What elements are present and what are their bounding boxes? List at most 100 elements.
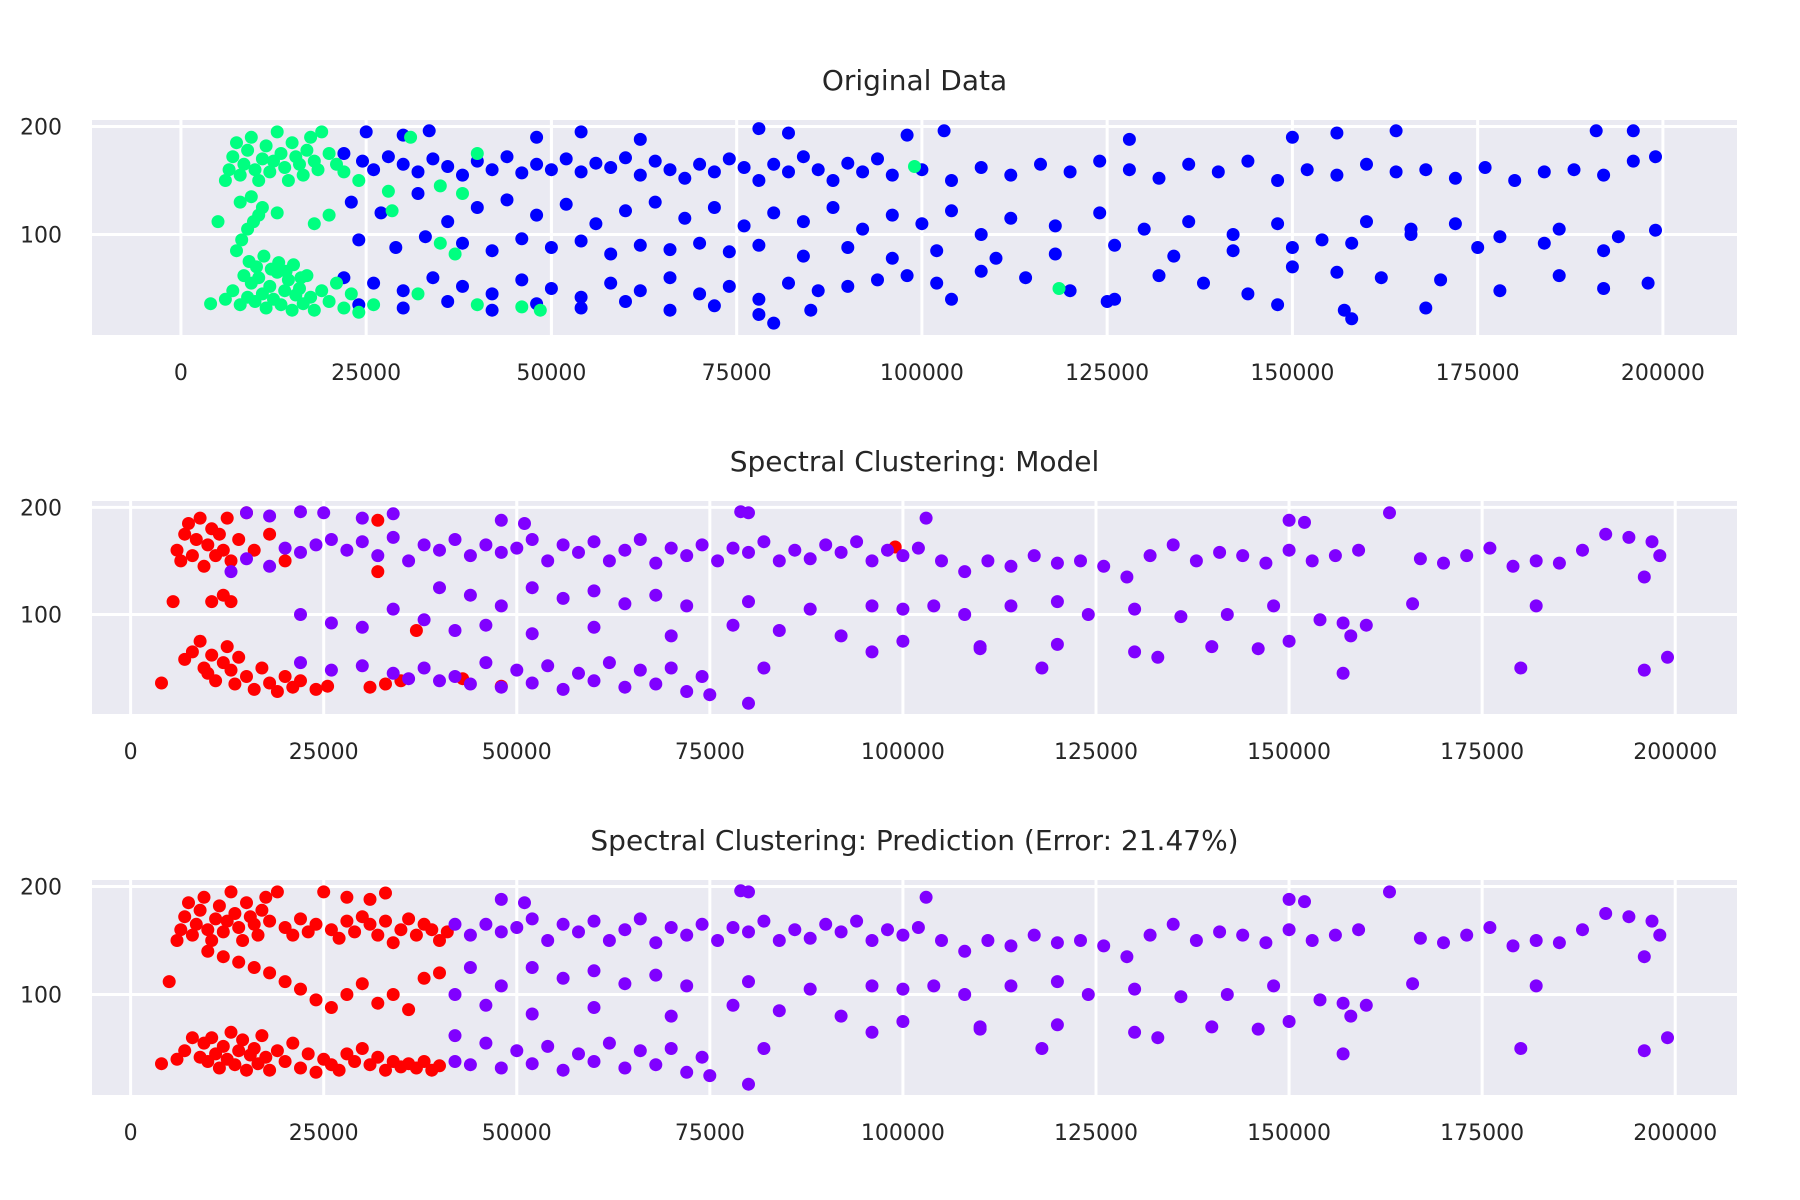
data-point [1152,171,1166,185]
plot-area [92,880,1737,1095]
data-point [726,618,740,632]
data-point [896,549,910,563]
data-point [301,1047,315,1061]
data-point [286,928,300,942]
data-point [411,165,425,179]
data-point [230,136,243,150]
data-point [935,554,948,568]
data-point [494,513,508,527]
data-point [355,511,369,525]
data-point [1128,602,1142,616]
data-point [1048,219,1062,233]
data-point [494,599,508,613]
data-point [811,163,825,177]
x-tick-label: 125000 [1054,1121,1138,1146]
data-point [1506,939,1520,953]
data-point [166,595,180,609]
data-point [389,241,403,254]
data-point [211,215,225,229]
data-point [525,961,539,974]
data-point [796,150,810,164]
data-point [525,581,539,595]
data-point [1360,215,1373,229]
data-point [1267,979,1281,993]
data-point [1508,174,1522,187]
data-point [247,1042,261,1055]
data-point [680,979,694,993]
data-point [752,308,766,321]
data-point [1649,150,1662,164]
data-point [1529,979,1543,993]
data-point [193,511,207,525]
data-point [752,292,766,306]
data-point [618,923,632,937]
data-point [1081,988,1095,1001]
data-point [359,125,373,139]
x-tick-label: 0 [124,740,138,765]
data-point [556,682,570,696]
data-point [379,886,392,900]
data-point [386,936,400,950]
data-point [294,656,307,670]
data-point [1483,541,1497,555]
data-point [386,988,400,1001]
data-point [304,290,318,304]
data-point [1383,506,1396,520]
data-point [1359,618,1373,632]
data-point [240,670,253,683]
data-point [178,910,192,924]
data-point [1336,666,1350,680]
data-point [518,896,531,910]
data-point [649,1058,663,1072]
x-tick-label: 75000 [702,361,772,386]
data-point [1589,124,1603,138]
data-point [441,160,455,173]
data-point [937,124,951,138]
data-point [371,565,385,579]
data-point [233,168,247,182]
data-point [1226,228,1240,241]
data-point [344,287,358,301]
data-point [841,279,855,293]
data-point [236,934,250,947]
data-point [742,1077,755,1091]
data-point [587,1001,601,1014]
data-point [841,156,855,170]
data-point [470,298,484,312]
data-point [850,535,864,549]
data-point [1174,610,1188,624]
data-point [456,168,469,182]
data-point [270,885,284,899]
data-point [1352,923,1366,937]
data-point [1471,241,1485,254]
data-point [1259,556,1273,570]
data-point [1576,923,1589,937]
data-point [332,931,346,945]
data-point [294,271,308,285]
data-point [494,1061,508,1075]
x-tick-label: 100000 [861,1121,945,1146]
data-point [865,979,879,993]
data-point [178,1044,192,1058]
data-point [278,161,292,174]
data-point [1063,165,1077,179]
data-point [587,584,601,598]
data-point [518,517,531,530]
data-point [1282,634,1296,648]
data-point [819,538,833,552]
data-point [1251,642,1265,656]
data-point [205,934,219,947]
x-tick-label: 100000 [880,361,964,386]
data-point [1576,543,1589,557]
data-point [663,271,677,285]
data-point [448,988,462,1001]
data-point [218,292,232,306]
data-point [485,244,499,258]
data-point [945,174,958,187]
data-point [945,204,958,218]
data-point [619,151,632,165]
data-point [433,581,446,595]
data-point [1337,303,1351,317]
data-point [804,303,818,317]
data-point [155,1057,168,1071]
